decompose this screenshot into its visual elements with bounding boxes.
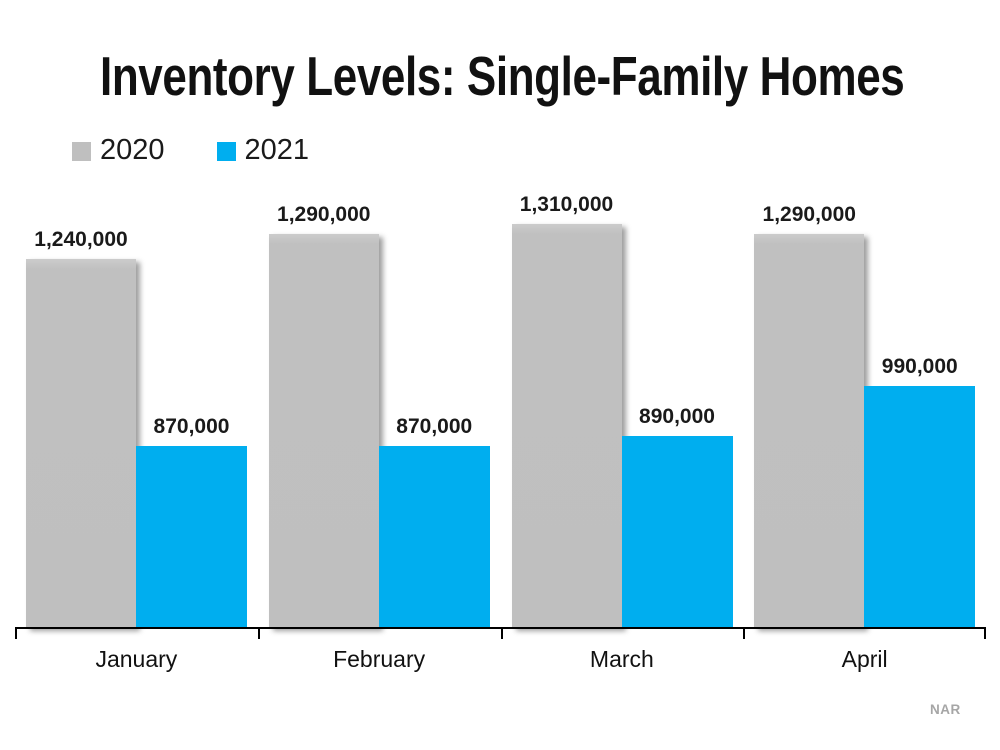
category-label-march: March xyxy=(589,646,654,672)
bar-2021-february xyxy=(378,446,490,628)
bar-2020-february xyxy=(268,234,379,628)
bar-value-label-2020-february: 1,290,000 xyxy=(277,203,371,226)
x-axis-line xyxy=(15,627,986,629)
legend-label-2020: 2020 xyxy=(100,134,165,166)
bar-value-label-2020-january: 1,240,000 xyxy=(34,228,128,251)
bar-2020-january xyxy=(26,259,136,628)
bar-value-label-2020-april: 1,290,000 xyxy=(762,203,856,226)
category-label-february: February xyxy=(333,646,426,672)
legend-item-2021: 2021 xyxy=(216,134,310,167)
x-axis-tick xyxy=(743,629,746,639)
source-note: NAR xyxy=(930,702,961,717)
legend-item-2020: 2020 xyxy=(72,134,165,167)
bar-2020-march xyxy=(511,224,622,628)
legend-swatch-2020 xyxy=(72,142,91,161)
x-axis-tick xyxy=(500,629,503,639)
bar-value-label-2020-march: 1,310,000 xyxy=(519,193,614,216)
bar-2021-march xyxy=(621,436,733,628)
bar-value-label-2021-april: 990,000 xyxy=(881,355,958,378)
legend-label-2021: 2021 xyxy=(244,134,310,166)
x-axis-tick xyxy=(984,629,986,639)
bar-2021-january xyxy=(136,446,247,628)
legend-swatch-2021 xyxy=(216,142,236,161)
category-label-april: April xyxy=(841,646,888,672)
x-axis-tick xyxy=(257,629,260,639)
category-label-january: January xyxy=(95,646,178,672)
legend: 2020 2021 xyxy=(72,134,309,167)
bar-2021-april xyxy=(864,386,976,628)
bar-value-label-2021-march: 890,000 xyxy=(639,405,715,428)
x-axis-tick xyxy=(15,629,17,639)
chart-title: Inventory Levels: Single-Family Homes xyxy=(100,45,905,107)
bar-2020-april xyxy=(754,234,865,628)
bar-value-label-2021-january: 870,000 xyxy=(153,415,230,438)
bar-value-label-2021-february: 870,000 xyxy=(396,415,473,438)
